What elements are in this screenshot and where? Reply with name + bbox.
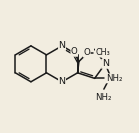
Text: NH₂: NH₂ — [106, 74, 123, 83]
Text: N: N — [59, 41, 65, 50]
Text: CH₃: CH₃ — [95, 48, 110, 57]
Text: N: N — [102, 59, 109, 68]
Text: O: O — [83, 48, 90, 57]
Text: NH₂: NH₂ — [95, 93, 111, 102]
Text: O: O — [71, 47, 78, 56]
Text: N: N — [59, 77, 65, 86]
